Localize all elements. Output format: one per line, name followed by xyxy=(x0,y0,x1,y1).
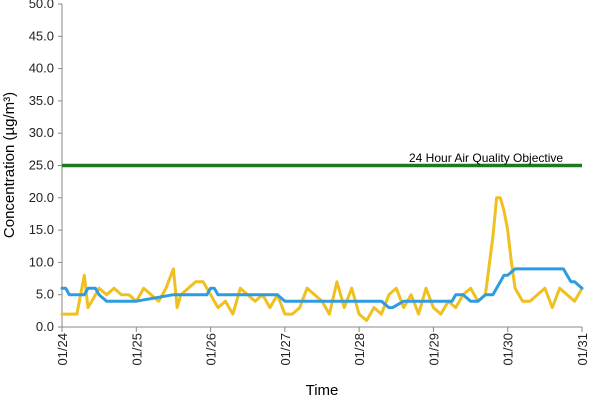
y-tick-label: 15.0 xyxy=(29,222,54,237)
y-tick-label: 10.0 xyxy=(29,254,54,269)
x-tick-label: 01/27 xyxy=(278,333,293,366)
y-tick-label: 35.0 xyxy=(29,93,54,108)
y-tick-label: 40.0 xyxy=(29,61,54,76)
x-tick-label: 01/30 xyxy=(501,333,516,366)
y-axis-title: Concentration (µg/m³) xyxy=(1,92,18,238)
y-tick-label: 25.0 xyxy=(29,158,54,173)
y-tick-label: 50.0 xyxy=(29,0,54,11)
y-tick-label: 20.0 xyxy=(29,190,54,205)
y-tick-label: 5.0 xyxy=(36,287,54,302)
y-tick-labels: 0.0 5.0 10.0 15.0 20.0 25.0 30.0 35.0 40.0 45.0 50… xyxy=(29,0,62,334)
x-tick-label: 01/28 xyxy=(352,333,367,366)
y-tick-label: 0.0 xyxy=(36,319,54,334)
x-tick-label: 01/24 xyxy=(55,333,70,366)
series-layer xyxy=(60,196,584,322)
x-axis-title: Time xyxy=(306,382,339,399)
x-tick-label: 01/31 xyxy=(575,333,590,366)
x-tick-label: 01/25 xyxy=(129,333,144,366)
series-line-2 xyxy=(60,267,584,310)
objective-label: 24 Hour Air Quality Objective xyxy=(409,151,563,165)
y-tick-label: 30.0 xyxy=(29,125,54,140)
y-tick-label: 45.0 xyxy=(29,28,54,43)
x-tick-label: 01/29 xyxy=(426,333,441,366)
x-tick-label: 01/26 xyxy=(204,333,219,366)
x-tick-labels: 01/24 01/25 01/26 01/27 01/28 01/29 01/30 01/31 xyxy=(55,327,590,366)
series-line-1 xyxy=(60,196,584,322)
